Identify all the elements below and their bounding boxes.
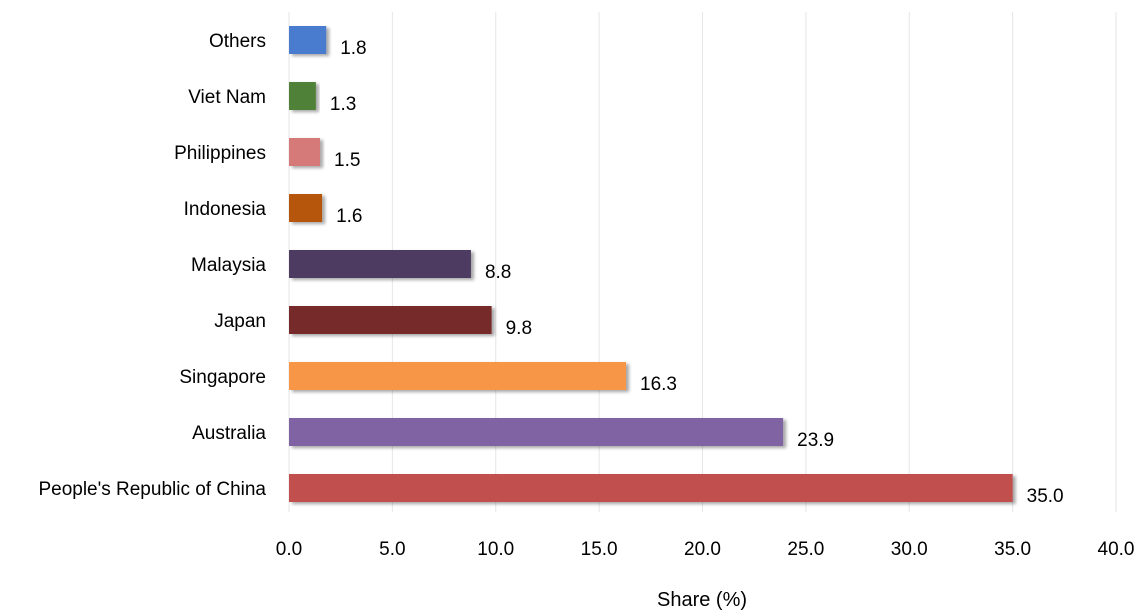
bars <box>289 26 1013 502</box>
x-tick-label: 15.0 <box>581 539 618 560</box>
x-tick-label: 35.0 <box>994 539 1031 560</box>
bar <box>289 362 627 390</box>
x-tick-label: 5.0 <box>379 539 405 560</box>
data-label: 1.8 <box>340 38 366 59</box>
category-label: Malaysia <box>191 255 266 276</box>
bar <box>289 26 327 54</box>
bar <box>289 250 471 278</box>
category-label: Singapore <box>179 367 266 388</box>
data-label: 8.8 <box>485 262 511 283</box>
x-axis-ticks: 0.0 5.0 10.0 15.0 20.0 25.0 30.0 35.0 40.0 <box>276 539 1135 560</box>
data-label: 16.3 <box>640 374 677 395</box>
x-tick-label: 0.0 <box>276 539 302 560</box>
bar <box>289 82 316 110</box>
category-label: Viet Nam <box>188 87 266 108</box>
data-label: 23.9 <box>797 430 834 451</box>
x-tick-label: 20.0 <box>684 539 721 560</box>
x-tick-label: 25.0 <box>787 539 824 560</box>
x-tick-label: 30.0 <box>891 539 928 560</box>
data-label: 9.8 <box>506 318 532 339</box>
category-label: People's Republic of China <box>38 479 266 500</box>
gridlines <box>288 12 1117 512</box>
data-label: 35.0 <box>1027 486 1064 507</box>
data-label: 1.5 <box>334 150 360 171</box>
category-label: Philippines <box>174 143 266 164</box>
data-label: 1.6 <box>336 206 362 227</box>
category-label: Indonesia <box>184 199 267 220</box>
category-label: Others <box>209 31 266 52</box>
bar <box>289 194 323 222</box>
bar <box>289 418 784 446</box>
bar <box>289 138 321 166</box>
category-label: Japan <box>214 311 266 332</box>
category-label: Australia <box>192 423 266 444</box>
value-labels: 35.0 23.9 16.3 9.8 8.8 1.6 1.5 1.3 1.8 <box>330 38 1064 507</box>
bar <box>289 306 492 334</box>
x-axis-title: Share (%) <box>657 589 747 611</box>
bar <box>289 474 1013 502</box>
x-tick-label: 10.0 <box>477 539 514 560</box>
category-labels: People's Republic of China Australia Singa… <box>38 31 266 500</box>
data-label: 1.3 <box>330 94 356 115</box>
x-tick-label: 40.0 <box>1098 539 1135 560</box>
